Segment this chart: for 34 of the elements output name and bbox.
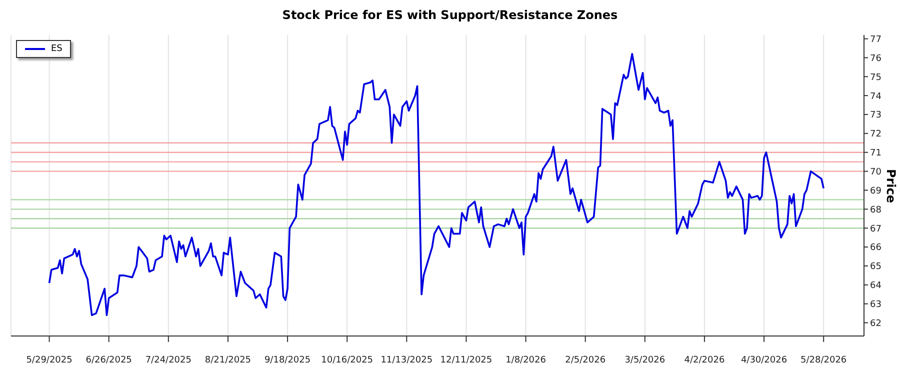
x-tick-label: 11/13/2025 [380, 355, 433, 366]
x-tick-label: 4/30/2026 [740, 355, 788, 366]
y-tick-label: 71 [870, 148, 882, 159]
x-tick-label: 9/18/2025 [264, 355, 311, 366]
y-tick-label: 68 [870, 205, 882, 216]
x-tick-label: 7/24/2025 [145, 355, 192, 366]
y-tick-label: 66 [870, 243, 882, 254]
y-axis-title: Price [884, 168, 898, 203]
x-tick-label: 6/26/2025 [86, 355, 132, 366]
legend-label: ES [51, 44, 62, 54]
y-tick-label: 73 [870, 110, 882, 121]
y-tick-label: 63 [870, 300, 882, 310]
y-tick-label: 64 [870, 281, 882, 292]
x-tick-label: 1/8/2026 [506, 355, 546, 366]
x-tick-label: 3/5/2026 [624, 355, 666, 366]
x-tick-label: 4/2/2026 [684, 355, 725, 366]
y-tick-label: 74 [870, 92, 882, 102]
x-tick-label: 5/28/2026 [800, 355, 847, 366]
y-tick-label: 75 [870, 72, 882, 83]
x-tick-label: 10/16/2025 [321, 355, 374, 366]
y-tick-label: 65 [870, 262, 882, 272]
y-tick-label: 72 [870, 130, 882, 140]
y-tick-label: 69 [870, 186, 882, 196]
chart-title: Stock Price for ES with Support/Resistance Zones [281, 8, 619, 22]
line-series [48, 53, 824, 316]
y-tick-label: 76 [870, 54, 882, 64]
y-tick-label: 70 [870, 167, 882, 178]
y-tick-label: 77 [870, 34, 882, 45]
x-tick-label: 8/21/2025 [204, 355, 252, 366]
x-tick-label: 12/11/2025 [440, 355, 492, 366]
x-tick-label: 2/5/2026 [565, 355, 606, 366]
y-tick-label: 67 [870, 224, 882, 234]
x-tick-label: 5/29/2025 [26, 355, 72, 366]
y-tick-label: 62 [870, 318, 882, 329]
